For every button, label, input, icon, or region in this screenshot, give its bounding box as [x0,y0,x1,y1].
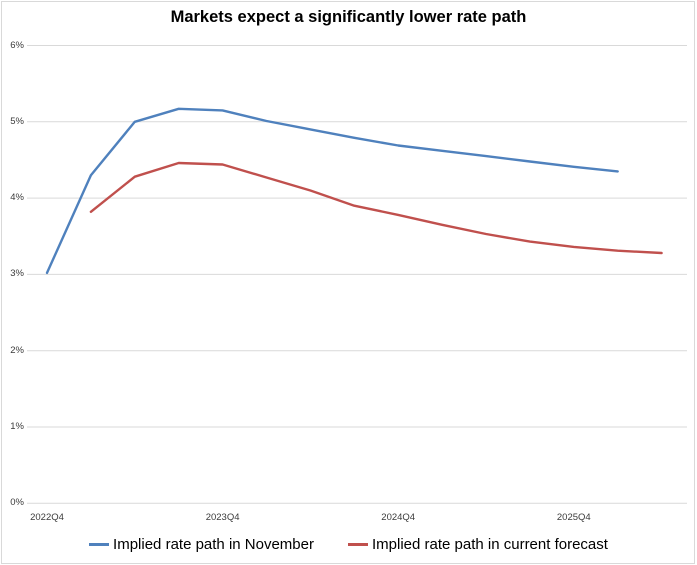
y-tick-label-3%: 3% [10,268,24,280]
x-tick-label-2025Q4: 2025Q4 [556,512,591,523]
y-tick-label-6%: 6% [10,39,24,51]
chart-title: Markets expect a significantly lower rat… [170,8,527,26]
series-line-0 [45,107,619,275]
x-tick-label-2023Q4: 2023Q4 [205,512,240,523]
x-tick-label-2022Q4: 2022Q4 [30,512,64,523]
series-lines [45,107,663,275]
y-tick-label-4%: 4% [10,192,24,204]
legend-item-current-forecast: Implied rate path in current forecast [347,535,608,553]
legend-label-current-forecast: Implied rate path in current forecast [371,535,608,553]
current-forecast-series-line-swatch [347,542,368,546]
legend-label-november: Implied rate path in November [113,535,314,553]
gridlines [27,45,687,504]
y-tick-label-5%: 5% [10,115,24,127]
x-tick-label-2024Q4: 2024Q4 [381,512,416,523]
y-tick-label-1%: 1% [10,421,24,432]
y-tick-label-2%: 2% [10,344,24,356]
legend-item-november: Implied rate path in November [89,536,314,553]
series-line-1 [89,161,663,255]
legend: Implied rate path in November Implied ra… [0,533,697,555]
y-tick-label-0%: 0% [10,497,24,509]
november-series-line-swatch [89,542,110,546]
